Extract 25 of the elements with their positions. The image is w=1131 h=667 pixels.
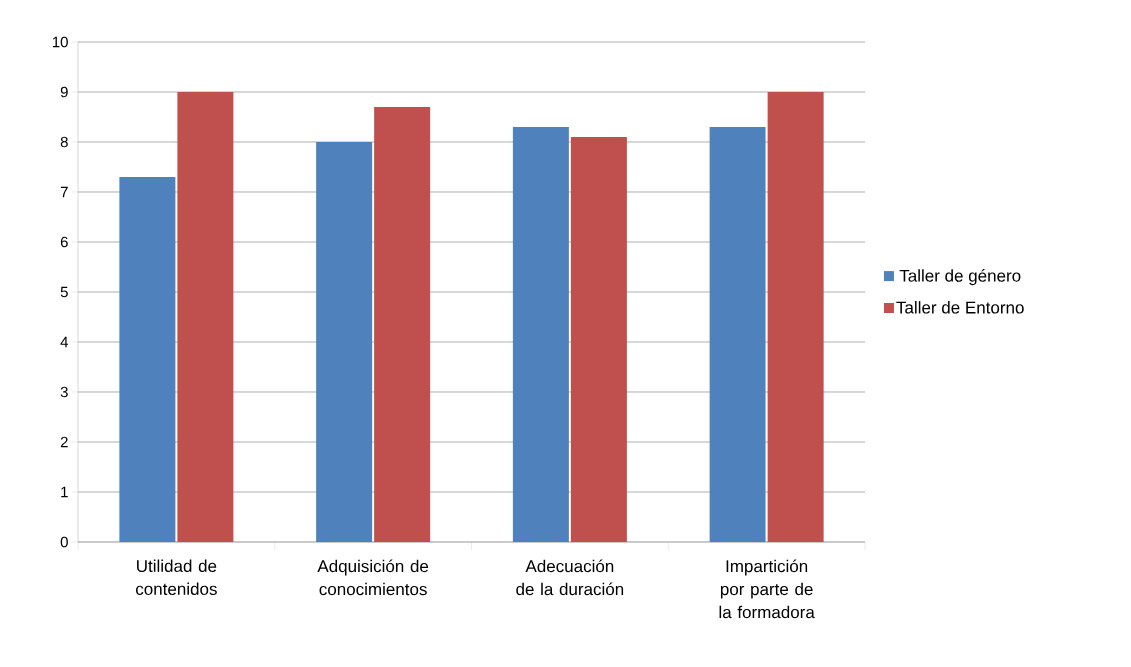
y-tick-label: 0 [60,536,68,548]
y-tick-label: 9 [60,86,68,98]
y-tick-label: 7 [60,186,68,198]
bar [177,92,234,542]
legend-label: Taller de Entorno [896,301,1024,314]
x-tick-label: Impartición por parte de la formadora [719,559,815,619]
bar [709,127,766,542]
bar [316,141,373,542]
bar [767,92,824,542]
bar [374,107,431,542]
y-tick-label: 8 [60,136,68,148]
y-tick-label: 10 [52,36,68,48]
x-tick-label: Adecuación de la duración [516,559,624,596]
x-tick-label: Utilidad de contenidos [135,559,217,596]
bar [512,127,569,542]
y-tick-label: 6 [60,236,68,248]
bar [119,177,176,542]
y-tick-label: 2 [60,436,68,448]
y-tick-label: 4 [60,336,69,348]
legend-label: Taller de género [899,269,1021,286]
x-tick-label: Adquisición de conocimientos [317,559,429,596]
y-tick-label: 5 [60,286,68,298]
bar [570,137,627,542]
y-tick-label: 3 [60,386,68,398]
y-tick-label: 1 [61,486,68,498]
